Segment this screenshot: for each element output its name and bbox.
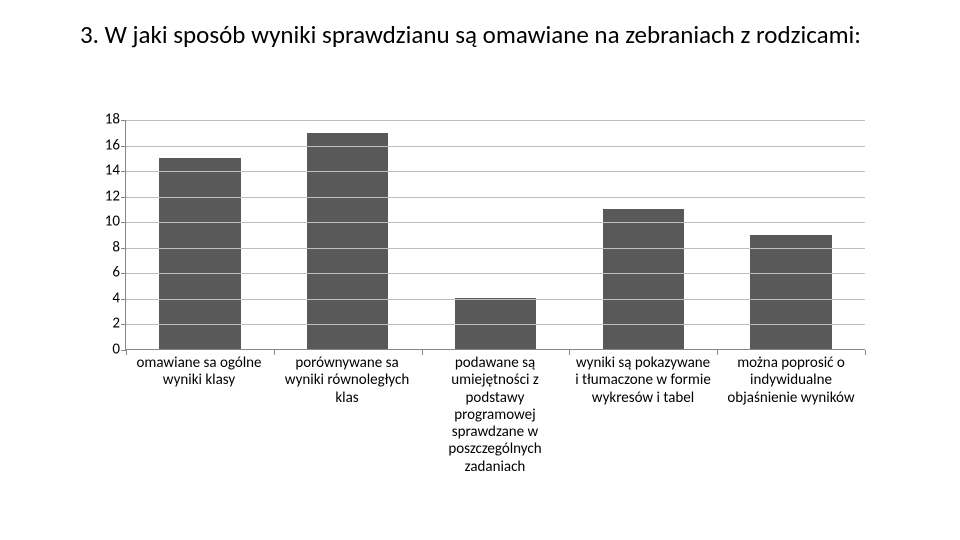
y-tick-label: 6 bbox=[85, 266, 120, 281]
y-tick-label: 18 bbox=[85, 113, 120, 128]
x-tick-label: omawiane sa ogólne wyniki klasy bbox=[125, 355, 273, 476]
chart-inner: 024681012141618 omawiane sa ogólne wynik… bbox=[85, 120, 885, 510]
y-tick-label: 16 bbox=[85, 138, 120, 153]
y-tick-label: 4 bbox=[85, 291, 120, 306]
y-tick-label: 14 bbox=[85, 164, 120, 179]
bar bbox=[750, 235, 831, 350]
bars-container bbox=[126, 120, 865, 349]
bar-slot bbox=[717, 120, 865, 349]
page: 3. W jaki sposób wyniki sprawdzianu są o… bbox=[0, 0, 960, 540]
bar-slot bbox=[569, 120, 717, 349]
x-tick-mark bbox=[865, 350, 866, 355]
bar-slot bbox=[126, 120, 274, 349]
y-tick-label: 2 bbox=[85, 317, 120, 332]
y-tick-mark bbox=[121, 197, 126, 198]
gridline bbox=[126, 299, 865, 300]
x-tick-label: porównywane sa wyniki równoległych klas bbox=[273, 355, 421, 476]
y-tick-mark bbox=[121, 299, 126, 300]
y-tick-mark bbox=[121, 222, 126, 223]
y-tick-mark bbox=[121, 120, 126, 121]
bar-slot bbox=[274, 120, 422, 349]
x-tick-label: podawane są umiejętności z podstawy prog… bbox=[421, 355, 569, 476]
gridline bbox=[126, 222, 865, 223]
y-tick-label: 0 bbox=[85, 343, 120, 358]
gridline bbox=[126, 273, 865, 274]
gridline bbox=[126, 171, 865, 172]
gridline bbox=[126, 324, 865, 325]
chart: 024681012141618 omawiane sa ogólne wynik… bbox=[85, 120, 885, 510]
y-tick-label: 12 bbox=[85, 189, 120, 204]
gridline bbox=[126, 197, 865, 198]
y-axis-labels: 024681012141618 bbox=[85, 120, 120, 350]
y-tick-mark bbox=[121, 248, 126, 249]
page-title: 3. W jaki sposób wyniki sprawdzianu są o… bbox=[80, 20, 900, 50]
x-tick-label: można poprosić o indywidualne objaśnieni… bbox=[717, 355, 865, 476]
y-tick-label: 10 bbox=[85, 215, 120, 230]
bar bbox=[159, 158, 240, 349]
y-tick-mark bbox=[121, 146, 126, 147]
y-tick-mark bbox=[121, 324, 126, 325]
gridline bbox=[126, 248, 865, 249]
bar-slot bbox=[422, 120, 570, 349]
gridline bbox=[126, 146, 865, 147]
y-tick-label: 8 bbox=[85, 240, 120, 255]
bar bbox=[603, 209, 684, 349]
gridline bbox=[126, 120, 865, 121]
x-axis-labels: omawiane sa ogólne wyniki klasyporównywa… bbox=[125, 355, 865, 476]
y-tick-mark bbox=[121, 171, 126, 172]
y-tick-mark bbox=[121, 273, 126, 274]
plot-area bbox=[125, 120, 865, 350]
x-tick-label: wyniki są pokazywane i tłumaczone w form… bbox=[569, 355, 717, 476]
bar bbox=[307, 133, 388, 349]
